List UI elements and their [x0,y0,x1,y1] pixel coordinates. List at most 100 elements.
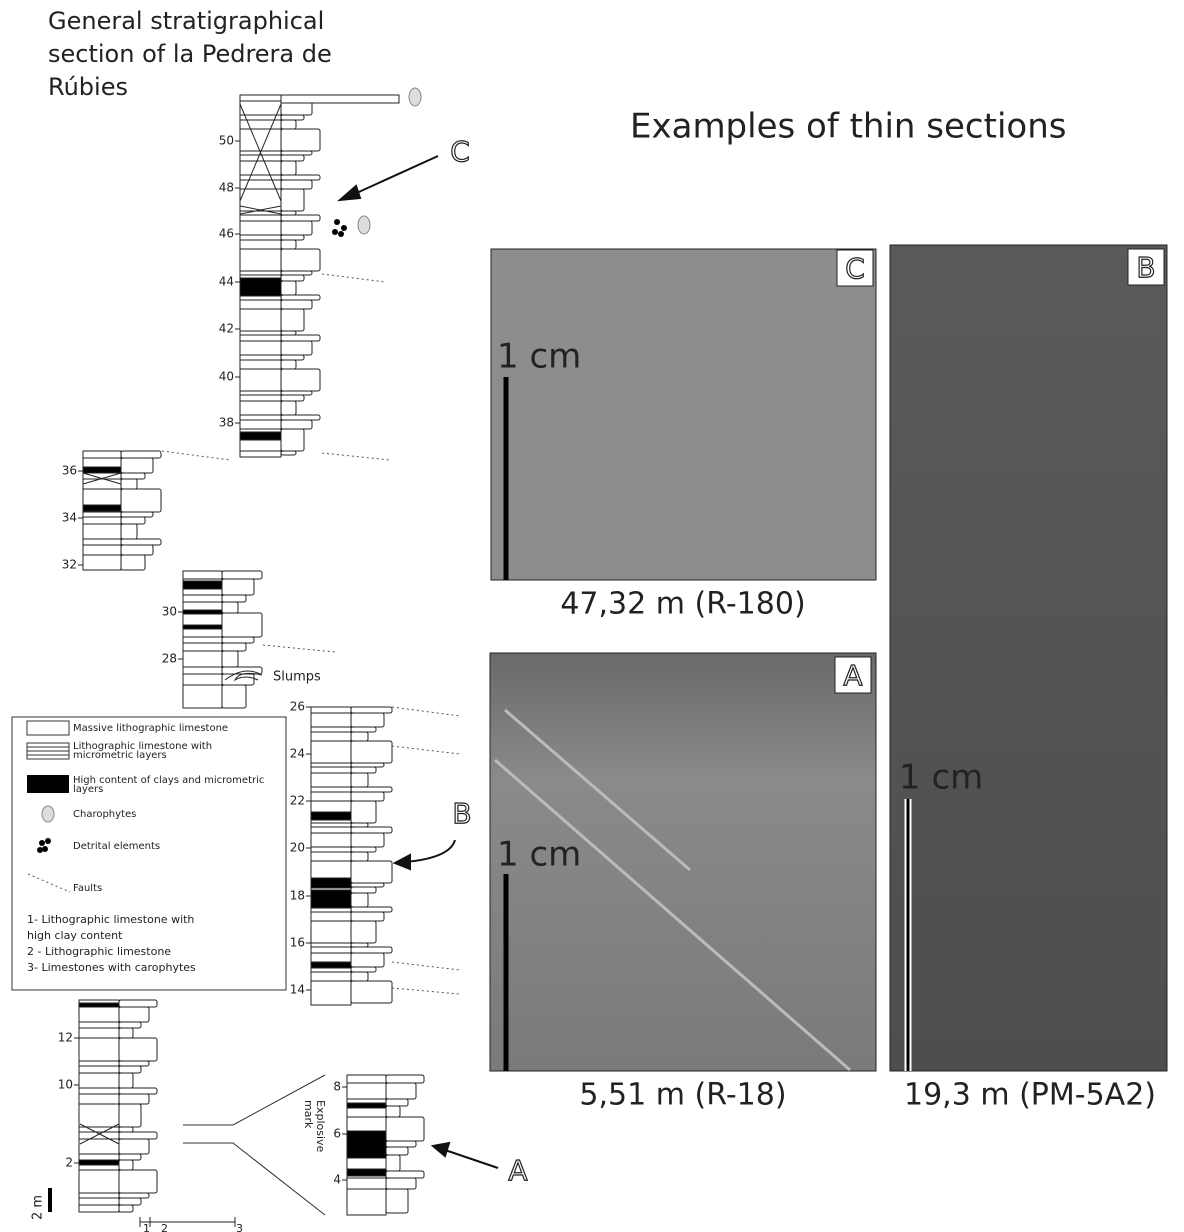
detrital [332,229,338,235]
legend-text: Massive lithographic limestone [73,723,228,734]
clay-band [83,467,121,473]
section-title: Rúbies [48,73,128,101]
layer [351,953,384,967]
layer [222,602,238,613]
layer [386,1171,424,1178]
detrital [334,219,340,225]
layer [351,801,376,823]
layer [281,215,320,221]
strat-column [183,571,262,708]
strat-column [347,1075,424,1215]
layer [222,579,254,595]
layer [281,155,304,161]
strat-column [79,1000,157,1212]
tick-label: 38 [219,416,234,430]
fault [322,274,385,282]
layer [351,707,392,713]
column-frame [183,571,222,708]
detrital [341,225,347,231]
layer [222,667,262,674]
layer [281,275,304,281]
layer [351,861,392,883]
tick-label: 50 [219,134,234,148]
layer [281,249,320,271]
tick-label: 8 [333,1080,341,1094]
layer [281,420,312,429]
scale-label: 1 cm [899,758,983,798]
layer [121,524,137,539]
clay-band [311,812,351,820]
layer [281,129,320,151]
layer [351,773,368,787]
layer [121,458,153,473]
fault [392,746,460,754]
layer [281,395,304,401]
connector [183,1075,325,1215]
arrow-label: C [450,135,470,168]
strat-column [83,451,161,570]
layer [386,1147,408,1155]
width-scale [140,1217,235,1227]
legend-icon [27,775,69,793]
charophyte [409,88,421,106]
layer [386,1155,400,1171]
layer [222,595,246,602]
layer [351,981,392,1003]
layer [281,189,304,211]
layer [281,309,304,331]
layer [281,300,312,309]
layer [281,335,320,341]
layer [351,947,392,953]
layer [281,369,320,391]
layer [222,674,254,685]
explosive-mark: mark [302,1100,315,1129]
legend-text: micrometric layers [73,750,167,761]
layer [222,643,246,651]
clay-band [240,432,281,440]
tick-label: 46 [219,227,234,241]
layer [351,833,384,847]
tick-label: 10 [58,1078,73,1092]
photo-b [890,245,1167,1071]
clay-band [311,890,351,908]
layer [119,1094,149,1104]
layer [351,787,392,792]
layer [281,221,312,235]
layer [222,685,246,708]
layer [386,1075,424,1083]
layer [351,852,368,861]
layer [281,360,296,369]
clay-band [240,278,281,296]
layer [119,1073,133,1088]
layer [281,115,304,120]
layer [351,893,368,907]
legend-icon [27,721,69,735]
layer [351,763,384,767]
layer [386,1117,424,1141]
layer [386,1189,408,1213]
legend-text: Detrital elements [73,841,160,852]
tick-label: 20 [290,841,305,855]
layer [281,175,320,180]
layer [119,1028,133,1038]
layer [119,1205,133,1212]
layer [281,341,312,355]
layer [281,180,312,189]
legend-text: Faults [73,883,102,894]
layer [351,883,384,887]
column-frame [311,707,351,1005]
layer [351,732,368,741]
layer [351,827,392,833]
layer [351,823,368,827]
clay-band [79,1003,119,1007]
layer [351,943,368,947]
layer [351,847,376,852]
layer [351,912,384,921]
layer [121,545,153,555]
layer [222,651,238,667]
scale-bar-label: 2 m [31,1195,46,1220]
layer [121,489,161,512]
top-bed [281,95,399,103]
tick-label: 12 [58,1031,73,1045]
layer [351,887,376,893]
